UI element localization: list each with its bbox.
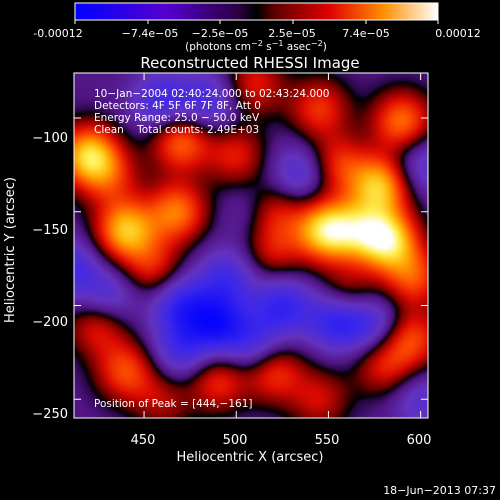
plot-frame bbox=[73, 72, 429, 419]
peak-position-label: Position of Peak = [444,−161] bbox=[94, 398, 253, 410]
y-tick-label: −150 bbox=[32, 223, 68, 238]
y-axis-ticks bbox=[74, 117, 428, 400]
info-line-time: 10−Jan−2004 02:40:24.000 to 02:43:24.000 bbox=[94, 88, 330, 100]
info-line-energy: Energy Range: 25.0 − 50.0 keV bbox=[94, 112, 260, 124]
y-tick-label: −250 bbox=[32, 407, 68, 422]
x-tick-label: 550 bbox=[315, 433, 340, 448]
y-tick-label: −200 bbox=[32, 315, 68, 330]
x-tick-label: 600 bbox=[407, 433, 432, 448]
x-axis-ticks bbox=[143, 73, 422, 418]
footer-date: 18−Jun−2013 07:37 bbox=[383, 484, 496, 497]
chart-title: Reconstructed RHESSI Image bbox=[140, 54, 359, 72]
x-tick-label: 500 bbox=[223, 433, 248, 448]
y-tick-label: −100 bbox=[32, 131, 68, 146]
colorbar-tick-label: 0.00012 bbox=[435, 27, 481, 40]
x-axis-label: Heliocentric X (arcsec) bbox=[177, 450, 324, 465]
heatmap-image bbox=[74, 73, 428, 418]
colorbar-ticks bbox=[74, 20, 439, 24]
colorbar-gradient bbox=[74, 2, 439, 21]
x-tick-label: 450 bbox=[131, 433, 156, 448]
colorbar: -0.00012 −7.4e−05 −2.5e−05 2.5e−05 7.4e−… bbox=[33, 2, 481, 53]
info-line-counts: Clean Total counts: 2.49E+03 bbox=[94, 124, 259, 136]
y-axis-label: Heliocentric Y (arcsec) bbox=[3, 177, 18, 323]
colorbar-tick-label: 7.4e−05 bbox=[342, 27, 389, 40]
colorbar-units: (photons cm−2 s−1 asec−2) bbox=[185, 39, 327, 53]
info-line-detectors: Detectors: 4F 5F 6F 7F 8F, Att 0 bbox=[94, 100, 261, 112]
colorbar-tick-label: -0.00012 bbox=[33, 27, 82, 40]
colorbar-tick-label: −7.4e−05 bbox=[122, 27, 179, 40]
colorbar-tick-label: −2.5e−05 bbox=[192, 27, 249, 40]
colorbar-tick-label: 2.5e−05 bbox=[268, 27, 315, 40]
